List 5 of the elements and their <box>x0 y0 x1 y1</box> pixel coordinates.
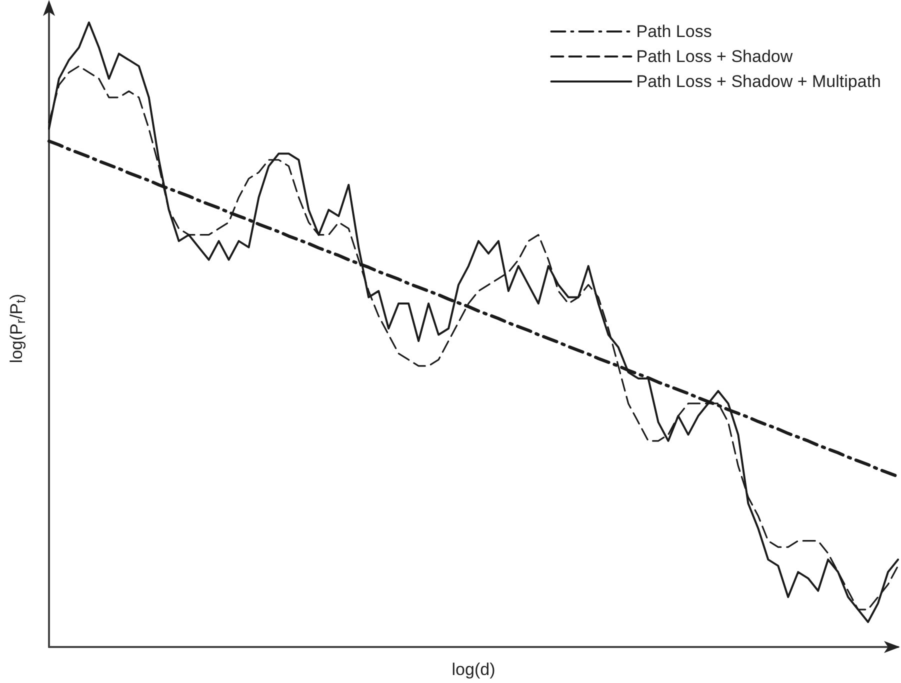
x-axis-title: log(d) <box>452 660 496 679</box>
legend-label: Path Loss + Shadow + Multipath <box>636 72 881 91</box>
y-axis-title: log(Pr/Pt) <box>7 294 28 364</box>
legend-label: Path Loss <box>636 22 712 41</box>
legend-label: Path Loss + Shadow <box>636 47 794 66</box>
